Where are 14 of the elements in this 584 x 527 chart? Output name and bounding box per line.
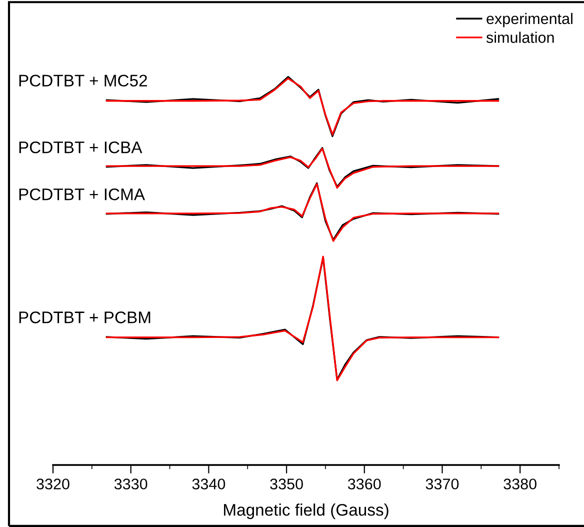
annotation: PCDTBT + MC52 [19, 74, 147, 87]
annotation: PCDTBT + ICBA [19, 141, 142, 154]
annotation: PCDTBT + ICMA [19, 188, 146, 200]
x-tick-label: 3350 [270, 478, 303, 490]
legend-label: simulation [486, 32, 554, 43]
x-tick-label: 3370 [426, 478, 459, 490]
legend-label: experimental [486, 12, 572, 28]
x-tick-label: 3380 [504, 478, 536, 490]
x-tick-label: 3320 [36, 478, 70, 490]
x-axis-title: Magnetic field (Gauss) [224, 504, 388, 520]
annotation: PCDTBT + PCBM [19, 312, 150, 324]
x-tick-label: 3330 [114, 478, 148, 490]
x-tick-label: 3340 [192, 478, 226, 490]
x-tick-label: 3360 [348, 478, 381, 490]
